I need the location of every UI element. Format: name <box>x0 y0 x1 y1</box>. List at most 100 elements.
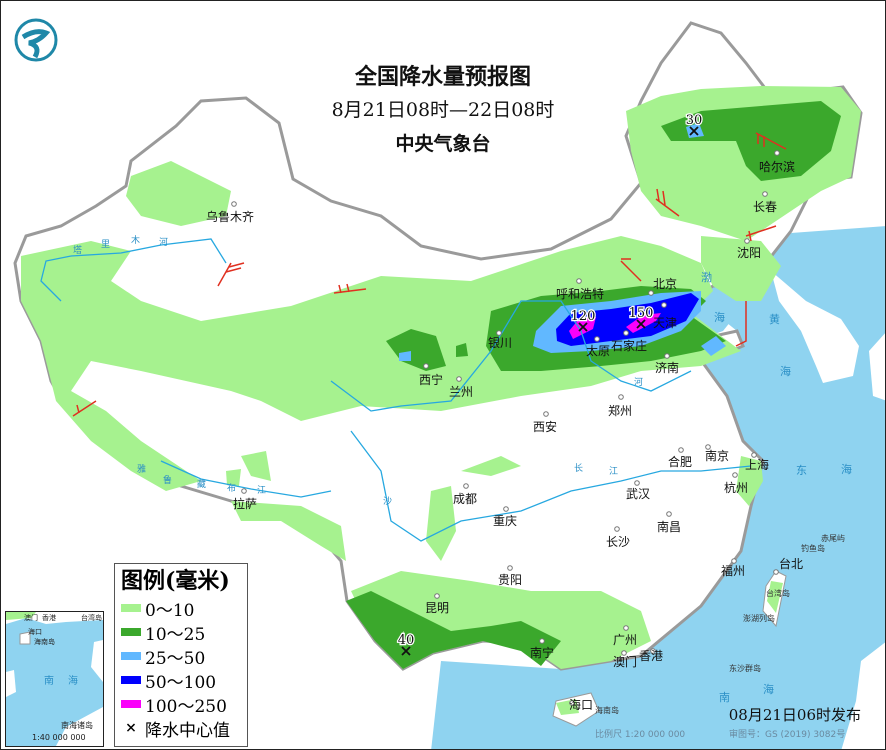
philippines <box>841 642 885 749</box>
legend-label: 25～50 <box>145 648 206 669</box>
city-label: 济南 <box>655 360 679 375</box>
city-label: 昆明 <box>425 601 449 615</box>
inset-label: 南 <box>44 674 54 687</box>
city-dot <box>503 506 509 512</box>
river-label: 雅 <box>137 463 146 475</box>
city-dot <box>751 452 757 458</box>
issuing-agency: 中央气象台 <box>395 133 491 155</box>
legend-item-center: × 降水中心值 <box>121 716 241 741</box>
city-dot <box>732 472 738 478</box>
city-dot <box>623 330 629 336</box>
city-dot <box>648 290 654 296</box>
sea-label: 海 <box>780 364 791 378</box>
issue-time: 08月21日06时发布 <box>728 706 861 724</box>
city-dot <box>623 625 629 631</box>
precip-center-value: 40 <box>398 633 415 648</box>
city-dot <box>634 480 640 486</box>
city-label: 台北 <box>779 556 803 571</box>
inset-label: 海口 <box>28 627 42 636</box>
city-dot <box>705 444 711 450</box>
city-label: 西宁 <box>419 372 443 387</box>
city-dot <box>773 569 779 575</box>
river-label: 河 <box>159 236 168 248</box>
city-label: 福州 <box>721 563 745 578</box>
city-dot <box>241 488 247 494</box>
city-label: 香港 <box>639 649 663 663</box>
legend-item: 10～25 <box>121 620 241 645</box>
city-label: 郑州 <box>608 403 632 418</box>
legend-swatch <box>121 604 141 612</box>
city-label: 合肥 <box>668 454 692 469</box>
city-label: 兰州 <box>449 385 473 399</box>
city-label: 乌鲁木齐 <box>206 209 254 224</box>
city-dot <box>618 394 624 400</box>
shear-lines <box>72 132 787 417</box>
island-label: 台湾岛 <box>766 588 790 598</box>
city-dot <box>762 191 768 197</box>
city-label: 天津 <box>653 316 677 330</box>
river-label: 鲁 <box>163 474 172 486</box>
city-label: 太原 <box>586 343 610 358</box>
city-dot <box>731 558 737 564</box>
city-dot <box>496 330 502 336</box>
city-dot <box>744 238 750 244</box>
city-label: 拉萨 <box>233 496 257 511</box>
city-dot <box>434 593 440 599</box>
city-label: 银川 <box>488 336 512 350</box>
island-label: 赤尾屿 <box>821 534 845 543</box>
river-label: 沙 <box>383 496 392 507</box>
legend-label: 降水中心值 <box>145 720 230 741</box>
sea-label: 南 <box>719 691 730 704</box>
city-dot <box>569 700 575 706</box>
island-label: 东沙群岛 <box>729 663 761 673</box>
precip-center-value: 150 <box>629 306 654 321</box>
city-label: 海口 <box>569 697 593 712</box>
precip-center-value: 30 <box>686 113 703 128</box>
city-label: 南昌 <box>657 519 681 534</box>
precip-centers: 30 120 150 40 <box>396 112 704 656</box>
sea-label: 海 <box>841 462 852 476</box>
rivers <box>40 238 752 542</box>
river-label: 江 <box>257 485 266 496</box>
japan-island <box>869 333 885 401</box>
inset-label: 南海诸岛 <box>61 720 93 730</box>
legend-swatch <box>121 628 141 636</box>
river-label: 江 <box>609 466 618 477</box>
sea-label: 渤 <box>701 271 712 284</box>
legend-swatch <box>121 676 141 684</box>
cross-icon: × <box>125 720 137 736</box>
city-label: 南宁 <box>530 645 554 660</box>
city-dot <box>614 526 620 532</box>
river-label: 长 <box>574 462 583 474</box>
river-label: 布 <box>227 482 236 494</box>
city-dot <box>576 278 582 284</box>
city-label: 贵阳 <box>498 573 522 587</box>
city-dot <box>463 483 469 489</box>
city-label: 广州 <box>613 633 637 647</box>
city-label: 南京 <box>705 448 729 463</box>
city-dot <box>231 201 237 207</box>
city-label: 石家庄 <box>611 338 647 353</box>
map-scale: 比例尺 1:20 000 000 <box>595 730 686 740</box>
city-dot <box>664 353 670 359</box>
legend-label: 100～250 <box>145 696 227 717</box>
city-dot <box>666 511 672 517</box>
city-label: 澳门 <box>613 654 637 669</box>
sea-label: 海 <box>763 682 774 696</box>
precip-center-value: 120 <box>571 309 596 324</box>
city-label: 北京 <box>653 277 677 291</box>
inset-label: 香港 <box>42 613 56 622</box>
precip-center-cross-icon <box>636 319 646 329</box>
river-label: 塔 <box>73 244 82 256</box>
precip-center-cross-icon <box>689 126 699 136</box>
legend-label: 10～25 <box>145 624 206 645</box>
legend-swatch <box>121 700 141 708</box>
legend-title: 图例(毫米) <box>121 568 230 594</box>
city-label: 呼和浩特 <box>556 286 604 301</box>
inset-scale: 1:40 000 000 <box>32 733 86 742</box>
city-label: 成都 <box>453 492 477 506</box>
precip-center-cross-icon <box>401 646 411 656</box>
